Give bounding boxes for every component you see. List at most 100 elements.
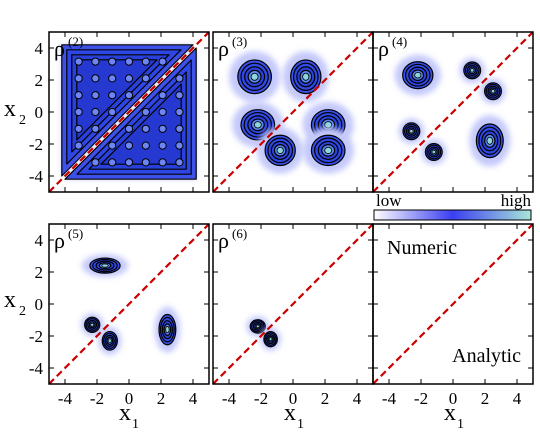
- density-blob: [302, 127, 354, 174]
- diagonal-line: [213, 224, 373, 384]
- density-blob: [98, 326, 122, 355]
- y-axis-title-top: x 2: [4, 96, 26, 128]
- x-axis-title-1: x 1: [119, 400, 139, 432]
- density-peak: [74, 107, 83, 117]
- density-peak: [90, 322, 95, 327]
- xlabel-subscript: 1: [297, 417, 304, 432]
- density-blob: [61, 44, 194, 177]
- y-axis-title-bottom: x 2: [4, 287, 26, 319]
- panel-label: ρ: [218, 36, 229, 61]
- x-tick-label: 0: [449, 389, 458, 408]
- density-peak: [74, 74, 83, 83]
- x-axis-title-3: x 1: [444, 400, 464, 432]
- analytic-label: Analytic: [452, 345, 521, 367]
- density-peak: [158, 124, 167, 133]
- density-peak: [470, 68, 475, 73]
- y-tick-label: 0: [35, 103, 44, 122]
- density-blob: [459, 57, 486, 84]
- panel-3: ρ (4): [372, 31, 534, 193]
- density-peak: [108, 141, 117, 150]
- density-peak: [158, 141, 167, 150]
- xlabel-text: x: [119, 400, 131, 426]
- diagonal-line: [49, 32, 209, 192]
- density-blob: [80, 313, 104, 337]
- diagonal-line: [213, 32, 373, 192]
- density-peak: [124, 57, 134, 66]
- density-peak: [175, 91, 184, 100]
- panel-label-sup: (5): [68, 226, 83, 241]
- y-tick-label: -4: [29, 167, 44, 186]
- panel-5: -4 -2 0 2 4 ρ (6): [212, 223, 374, 408]
- density-blob: [229, 51, 281, 103]
- y-tick-label: -2: [29, 135, 43, 154]
- density-peak: [409, 129, 414, 134]
- x-tick-label: 0: [289, 389, 298, 408]
- density-peak: [158, 57, 167, 66]
- ylabel-text: x: [4, 287, 16, 313]
- density-peak: [141, 74, 150, 83]
- panel-label: ρ: [218, 228, 229, 253]
- density-blob: [421, 139, 447, 165]
- density-blob: [480, 78, 506, 104]
- diagonal-line: [49, 224, 209, 384]
- density-blob: [398, 118, 425, 144]
- x-tick-label: 4: [513, 389, 522, 408]
- density-peak: [250, 72, 259, 81]
- density-peak: [124, 74, 134, 83]
- density-blob: [394, 54, 441, 96]
- density-blob: [282, 51, 329, 103]
- density-peak: [175, 74, 184, 83]
- density-blob: [154, 306, 181, 353]
- x-tick-label: -4: [222, 389, 237, 408]
- panel-label: ρ: [54, 36, 65, 61]
- x-tick-label: 2: [157, 389, 166, 408]
- density-blob: [64, 47, 197, 180]
- diagonal-line: [373, 224, 533, 384]
- density-peak: [324, 121, 333, 129]
- x-tick-label: -4: [58, 389, 73, 408]
- panel-label-sup: (2): [68, 34, 83, 49]
- x-tick-label: 0: [125, 389, 134, 408]
- density-peak: [108, 91, 117, 100]
- panel-2: ρ (3): [212, 31, 374, 193]
- density-peak: [431, 149, 436, 155]
- y-tick-label: -4: [29, 359, 44, 378]
- density-blob: [257, 127, 304, 174]
- y-tick-label: -2: [29, 327, 43, 346]
- density-peak: [141, 57, 150, 66]
- ylabel-text: x: [4, 96, 16, 122]
- density-peak: [124, 91, 134, 100]
- density-peak: [101, 263, 109, 268]
- colorbar-bar: [373, 209, 532, 221]
- x-axis-title-2: x 1: [284, 400, 304, 432]
- density-peak: [124, 124, 134, 133]
- y-tick-label: 2: [35, 71, 44, 90]
- x-tick-label: 2: [481, 389, 490, 408]
- x-tick-label: -2: [90, 389, 104, 408]
- density-blob: [81, 254, 129, 278]
- density-peak: [175, 124, 184, 133]
- density-peak: [108, 74, 117, 83]
- colorbar-high-label: high: [501, 191, 532, 210]
- panel-label: ρ: [378, 36, 389, 61]
- density-peak: [324, 146, 333, 154]
- density-peak: [141, 124, 150, 133]
- x-tick-label: -2: [254, 389, 268, 408]
- density-peak: [124, 158, 134, 167]
- y-tick-label: 2: [35, 263, 44, 282]
- panel-6: -4 -2 0 2 4 Numeric Analytic: [372, 223, 534, 408]
- density-peak: [108, 107, 117, 117]
- y-tick-label: 4: [35, 231, 44, 250]
- colorbar-low-label: low: [376, 191, 402, 210]
- density-peak: [268, 337, 273, 342]
- ylabel-subscript: 2: [19, 113, 26, 128]
- xlabel-text: x: [284, 400, 296, 426]
- density-peak: [108, 158, 117, 167]
- xlabel-subscript: 1: [457, 417, 464, 432]
- density-peak: [74, 141, 83, 150]
- x-tick-label: 4: [189, 389, 198, 408]
- density-peak: [165, 326, 170, 334]
- colorbar: low high: [373, 191, 532, 221]
- density-peak: [302, 72, 310, 81]
